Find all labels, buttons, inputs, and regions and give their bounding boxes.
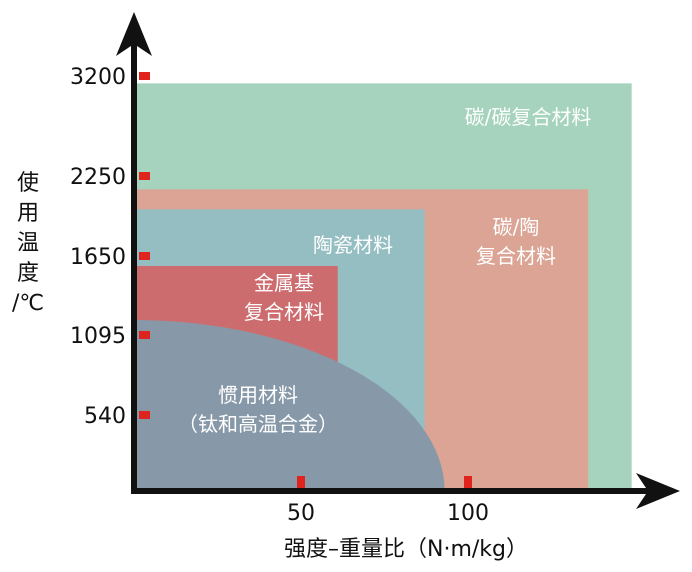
- region-5-label: 惯用材料 （钛和高温合金）: [178, 383, 338, 436]
- x-tick-label: 50: [287, 501, 315, 526]
- y-tick-label: 540: [84, 404, 126, 429]
- region-5-label-line: （钛和高温合金）: [178, 412, 338, 436]
- region-5-label-line: 惯用材料: [218, 383, 298, 407]
- y-axis-title-char: 温: [17, 231, 39, 256]
- y-tick-marker: [139, 172, 150, 180]
- y-tick-marker: [139, 331, 150, 339]
- x-axis-arrow: [636, 473, 680, 509]
- y-axis-title-char: 使: [17, 171, 39, 196]
- y-axis-arrow: [116, 12, 152, 56]
- region-2-label-line: 碳/陶: [493, 215, 540, 239]
- x-tick-marker: [464, 476, 472, 488]
- region-1-label-line: 碳/碳复合材料: [465, 105, 592, 129]
- y-axis-title-char: 度: [17, 261, 39, 286]
- x-tick-marker: [297, 476, 305, 488]
- y-tick-marker: [139, 411, 150, 419]
- region-2-label-line: 复合材料: [476, 244, 556, 268]
- x-axis-title: 强度–重量比（N·m/kg）: [284, 537, 528, 562]
- region-5-area: [134, 320, 445, 491]
- region-3-label-line: 陶瓷材料: [313, 233, 393, 257]
- region-4-label-line: 复合材料: [244, 300, 324, 324]
- x-tick-label: 100: [447, 501, 489, 526]
- y-tick-label: 3200: [70, 65, 126, 90]
- ticks-layer: 540 1095 1650 2250 3200 50 100: [70, 65, 489, 526]
- y-axis-title-char: /℃: [12, 291, 44, 316]
- region-4-label-line: 金属基: [254, 271, 314, 295]
- axes-layer: [116, 12, 680, 509]
- region-1-label: 碳/碳复合材料: [465, 105, 592, 129]
- region-3-label: 陶瓷材料: [313, 233, 393, 257]
- y-tick-label: 1095: [70, 324, 126, 349]
- y-tick-marker: [139, 252, 150, 260]
- regions-layer: [134, 83, 632, 492]
- y-axis-title-char: 用: [17, 201, 39, 226]
- y-tick-label: 2250: [70, 165, 126, 190]
- region-4-label: 金属基复合材料: [244, 271, 324, 324]
- region-2-label: 碳/陶复合材料: [476, 215, 556, 268]
- y-tick-marker: [139, 72, 150, 80]
- y-tick-label: 1650: [70, 245, 126, 270]
